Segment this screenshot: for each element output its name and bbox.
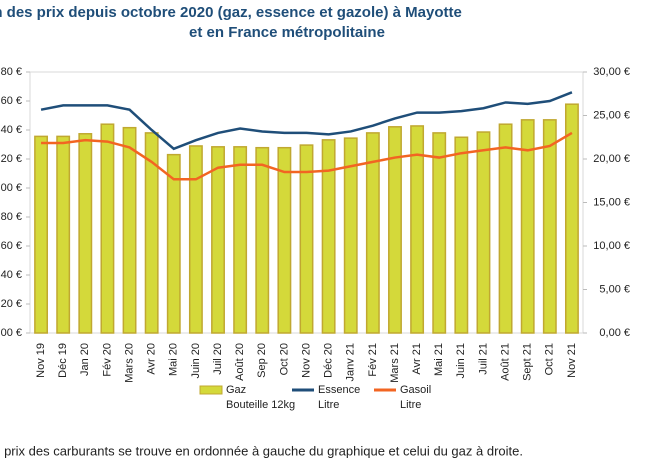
x-tick-label: Déc 20 [323, 343, 335, 378]
bar [100, 123, 115, 334]
x-tick-label: Sept 21 [522, 343, 534, 381]
x-tick-label: Jan 20 [79, 343, 91, 376]
legend-label: Gasoil [400, 384, 431, 396]
y-tick-label: 0,00 € [0, 327, 22, 339]
x-tick-label: Oct 21 [544, 343, 556, 375]
x-tick-label: Juil 21 [477, 343, 489, 375]
bar [542, 119, 557, 334]
y-tick-label: 1,00 € [0, 182, 22, 194]
x-tick-label: Mars 21 [389, 343, 401, 383]
bar [498, 123, 513, 334]
x-tick-label: Avr 21 [411, 343, 423, 375]
x-tick-label: Mars 20 [123, 343, 135, 383]
bar [56, 135, 71, 334]
legend-label: Gaz [226, 384, 246, 396]
chart-title: Évolution des prix depuis octobre 2020 (… [0, 4, 462, 21]
legend-unit: Bouteille 12kg [226, 399, 295, 411]
bar [343, 137, 358, 334]
bar [476, 131, 491, 334]
x-tick-label: Juin 20 [190, 343, 202, 378]
y-tick-label: 0,40 € [0, 269, 22, 281]
x-tick-label: Oct 20 [278, 343, 290, 375]
y-tick-label: 1,40 € [0, 124, 22, 136]
bar [365, 132, 380, 334]
legend-unit: Litre [400, 399, 421, 411]
bar [78, 133, 93, 334]
y-tick-label: 1,80 € [0, 66, 22, 78]
bar [277, 146, 292, 334]
legend-label: Essence [318, 384, 360, 396]
x-tick-label: Juin 21 [455, 343, 467, 378]
bar [144, 132, 159, 334]
bar [255, 146, 270, 334]
bar [388, 126, 402, 334]
y-tick-label: 0,20 € [0, 298, 22, 310]
y-tick-label: 0,60 € [0, 240, 22, 252]
bar [166, 153, 181, 334]
y2-tick-label: 25,00 € [593, 109, 630, 121]
bar [432, 132, 447, 334]
bar [233, 146, 248, 334]
y-tick-label: 1,60 € [0, 95, 22, 107]
y2-tick-label: 10,00 € [593, 240, 630, 252]
footnote: Le prix des carburants se trouve en ordo… [0, 443, 523, 458]
bar [34, 135, 49, 334]
bar [321, 139, 336, 334]
x-tick-label: Nov 19 [35, 343, 47, 378]
line [41, 131, 573, 181]
bar [188, 145, 203, 334]
legend-unit: Litre [318, 399, 339, 411]
y2-tick-label: 5,00 € [599, 283, 630, 295]
x-tick-label: Juil 20 [212, 343, 224, 375]
chart-title: et en France métropolitaine [189, 24, 385, 41]
x-tick-label: Nov 20 [300, 343, 312, 378]
bar [454, 136, 469, 334]
bar [211, 146, 225, 334]
x-tick-label: Fév 20 [101, 343, 113, 377]
bar [520, 119, 535, 334]
x-tick-label: Fév 21 [367, 343, 379, 377]
line [40, 91, 573, 151]
legend-swatch [199, 385, 223, 395]
x-tick-label: Janv 21 [345, 343, 357, 382]
x-tick-label: Sep 20 [256, 343, 268, 378]
bar [299, 144, 314, 334]
y2-tick-label: 0,00 € [599, 327, 630, 339]
x-tick-label: Avr 20 [146, 343, 158, 375]
x-tick-label: Mai 21 [433, 343, 445, 376]
y2-tick-label: 15,00 € [593, 196, 630, 208]
y2-tick-label: 30,00 € [593, 66, 630, 78]
x-tick-label: Août 21 [499, 343, 511, 381]
y2-tick-label: 20,00 € [593, 153, 630, 165]
x-tick-label: Mai 20 [168, 343, 180, 376]
bar [410, 125, 425, 334]
bar [122, 126, 137, 334]
bar [564, 103, 579, 334]
y-tick-label: 0,80 € [0, 211, 22, 223]
x-tick-label: Déc 19 [57, 343, 69, 378]
x-tick-label: Août 20 [234, 343, 246, 381]
x-tick-label: Nov 21 [566, 343, 578, 378]
y-tick-label: 1,20 € [0, 153, 22, 165]
